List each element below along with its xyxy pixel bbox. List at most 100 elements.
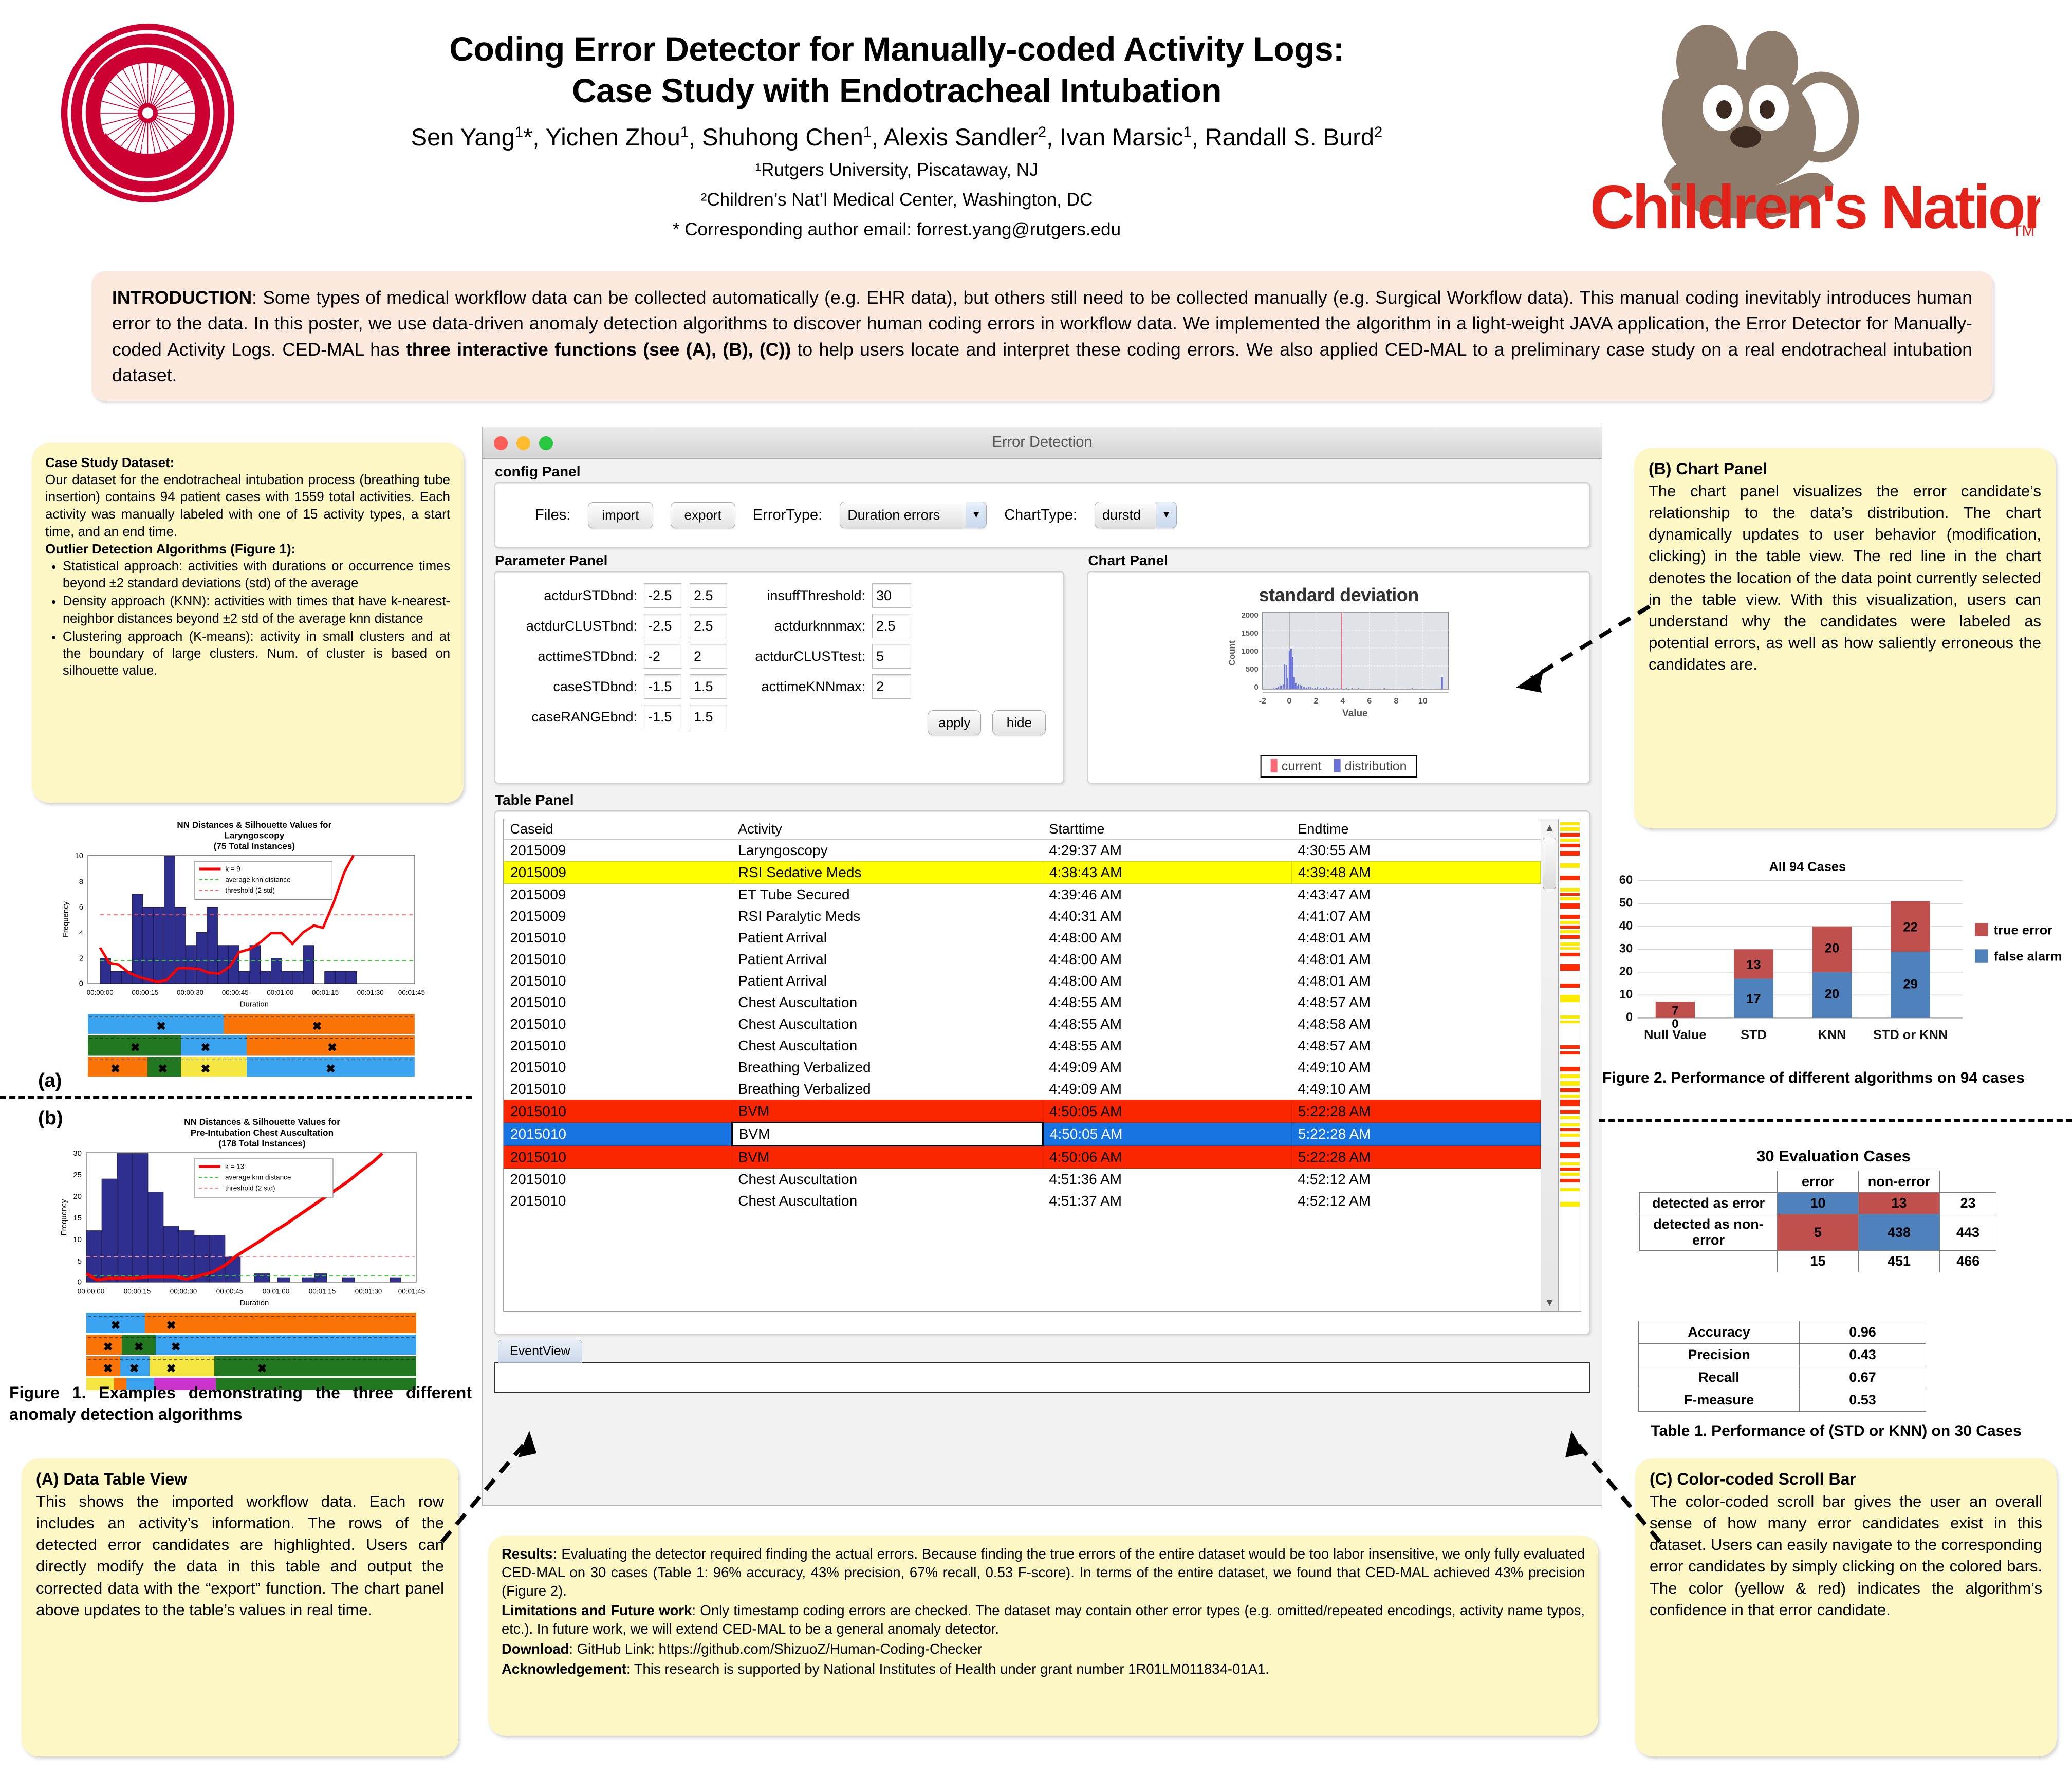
table-row[interactable]: 2015010 Patient Arrival 4:48:00 AM 4:48:01 … xyxy=(504,949,1541,970)
cell-endtime[interactable]: 4:39:48 AM xyxy=(1291,861,1541,884)
table-row[interactable]: 2015010 Breathing Verbalized 4:49:09 AM 4:4… xyxy=(504,1078,1541,1100)
cell-endtime[interactable]: 4:48:57 AM xyxy=(1298,1038,1371,1053)
table-row[interactable]: 2015010 Patient Arrival 4:48:00 AM 4:48:01 … xyxy=(504,927,1541,949)
cell-caseid[interactable]: 2015009 xyxy=(510,886,566,902)
cell-endtime[interactable]: 4:30:55 AM xyxy=(1298,842,1371,858)
table-row[interactable]: 2015010 Chest Auscultation 4:51:36 AM 4:52:… xyxy=(504,1169,1541,1191)
cell-starttime[interactable]: 4:49:09 AM xyxy=(1049,1081,1122,1097)
scrollbar-error-mark[interactable] xyxy=(1560,1095,1580,1098)
table-row[interactable]: 2015010 Chest Auscultation 4:48:55 AM 4:48:… xyxy=(504,1013,1541,1035)
table-row[interactable]: 2015010 Chest Auscultation 4:48:55 AM 4:48:… xyxy=(504,992,1541,1013)
actdurCLUSTbnd-min-input[interactable]: -2.5 xyxy=(644,614,681,638)
scrollbar-error-mark[interactable] xyxy=(1560,1088,1580,1092)
scrollbar-error-mark[interactable] xyxy=(1560,930,1580,933)
scrollbar-error-mark[interactable] xyxy=(1560,1128,1580,1131)
scrollbar-error-mark[interactable] xyxy=(1560,1134,1580,1137)
cell-starttime[interactable]: 4:50:05 AM xyxy=(1042,1122,1292,1146)
table-row[interactable]: 2015009 RSI Sedative Meds 4:38:43 AM 4:39:4… xyxy=(504,861,1541,884)
cell-endtime[interactable]: 4:48:57 AM xyxy=(1298,994,1371,1010)
cell-starttime[interactable]: 4:48:00 AM xyxy=(1049,951,1122,967)
cell-caseid[interactable]: 2015010 xyxy=(510,951,566,967)
scrollbar-error-mark[interactable] xyxy=(1560,863,1580,868)
actdurCLUSTbnd-max-input[interactable]: 2.5 xyxy=(690,614,727,638)
acttimeSTDbnd-max-input[interactable]: 2 xyxy=(690,644,727,669)
cell-starttime[interactable]: 4:40:31 AM xyxy=(1049,908,1122,924)
scrollbar-error-mark[interactable] xyxy=(1560,1142,1580,1147)
cell-caseid[interactable]: 2015010 xyxy=(510,973,566,989)
cell-starttime[interactable]: 4:50:05 AM xyxy=(1042,1100,1292,1123)
cell-starttime[interactable]: 4:48:00 AM xyxy=(1049,930,1122,946)
cell-starttime[interactable]: 4:50:06 AM xyxy=(1042,1145,1292,1169)
scrollbar-error-mark[interactable] xyxy=(1560,1162,1580,1166)
scrollbar-error-mark[interactable] xyxy=(1560,964,1580,971)
scrollbar-error-mark[interactable] xyxy=(1560,1123,1580,1126)
cell-activity[interactable]: RSI Paralytic Meds xyxy=(738,908,861,924)
cell-caseid[interactable]: 2015009 xyxy=(510,908,566,924)
cell-starttime[interactable]: 4:51:36 AM xyxy=(1049,1171,1122,1187)
cell-activity[interactable]: Chest Auscultation xyxy=(738,994,858,1010)
cell-endtime[interactable]: 4:52:12 AM xyxy=(1298,1193,1371,1209)
caseSTDbnd-max-input[interactable]: 1.5 xyxy=(690,674,727,699)
table-row[interactable]: 2015009 RSI Paralytic Meds 4:40:31 AM 4:41:… xyxy=(504,905,1541,927)
errortype-dropdown[interactable]: Duration errors ▼ xyxy=(840,502,987,528)
scrollbar-error-mark[interactable] xyxy=(1560,995,1580,1002)
scrollbar-error-mark[interactable] xyxy=(1560,1100,1580,1106)
scrollbar-error-mark[interactable] xyxy=(1560,839,1580,842)
cell-activity[interactable]: Laryngoscopy xyxy=(738,842,828,858)
maximize-window-icon[interactable] xyxy=(539,436,553,450)
scrollbar-error-mark[interactable] xyxy=(1560,1116,1580,1119)
scrollbar-error-mark[interactable] xyxy=(1560,1168,1580,1171)
scrollbar-error-mark[interactable] xyxy=(1560,1051,1580,1054)
eventview-tab[interactable]: EventView xyxy=(498,1340,582,1363)
actdurCLUSTtest-input[interactable]: 5 xyxy=(872,644,911,669)
scrollbar-error-mark[interactable] xyxy=(1560,926,1580,929)
scrollbar-error-mark[interactable] xyxy=(1560,915,1580,919)
cell-starttime[interactable]: 4:51:37 AM xyxy=(1049,1193,1122,1209)
scrollbar-error-mark[interactable] xyxy=(1560,897,1580,900)
apply-button[interactable]: apply xyxy=(928,710,982,735)
cell-caseid[interactable]: 2015010 xyxy=(510,1038,566,1053)
column-header-caseid[interactable]: Caseid xyxy=(504,819,732,840)
cell-endtime[interactable]: 5:22:28 AM xyxy=(1291,1122,1541,1146)
scrollbar-error-mark[interactable] xyxy=(1560,893,1580,896)
cell-endtime[interactable]: 4:48:01 AM xyxy=(1298,930,1371,946)
scrollbar-error-mark[interactable] xyxy=(1560,1015,1580,1019)
table-vertical-scrollbar[interactable]: ▲ ▼ xyxy=(1541,819,1559,1312)
cell-starttime[interactable]: 4:48:00 AM xyxy=(1049,973,1122,989)
cell-endtime[interactable]: 4:49:10 AM xyxy=(1298,1081,1371,1097)
cell-activity[interactable]: Patient Arrival xyxy=(738,973,827,989)
actdurSTDbnd-max-input[interactable]: 2.5 xyxy=(690,583,727,608)
cell-activity[interactable]: Chest Auscultation xyxy=(738,1171,858,1187)
cell-starttime[interactable]: 4:39:46 AM xyxy=(1049,886,1122,902)
scrollbar-error-mark[interactable] xyxy=(1560,833,1580,837)
scrollbar-error-mark[interactable] xyxy=(1560,844,1580,847)
cell-caseid[interactable]: 2015010 xyxy=(510,1081,566,1097)
cell-activity[interactable]: Breathing Verbalized xyxy=(738,1059,871,1075)
scrollbar-error-mark[interactable] xyxy=(1560,1074,1580,1078)
scrollbar-error-mark[interactable] xyxy=(1560,1173,1580,1176)
scrollbar-error-mark[interactable] xyxy=(1560,1153,1580,1158)
scrollbar-error-mark[interactable] xyxy=(1560,1110,1580,1114)
scrollbar-error-mark[interactable] xyxy=(1560,827,1580,831)
actdurknnmax-input[interactable]: 2.5 xyxy=(872,614,911,638)
scrollbar-error-mark[interactable] xyxy=(1560,851,1580,856)
scrollbar-error-mark[interactable] xyxy=(1560,1188,1580,1191)
scroll-down-icon[interactable]: ▼ xyxy=(1544,1297,1555,1308)
data-table-scroll-area[interactable]: Caseid Activity Starttime Endtime 201500… xyxy=(503,819,1541,1312)
cell-caseid[interactable]: 2015010 xyxy=(504,1145,732,1169)
insuffThreshold-input[interactable]: 30 xyxy=(872,583,911,608)
cell-starttime[interactable]: 4:48:55 AM xyxy=(1049,1038,1122,1053)
scrollbar-error-mark[interactable] xyxy=(1560,953,1580,956)
scrollbar-error-mark[interactable] xyxy=(1560,822,1580,825)
scrollbar-error-mark[interactable] xyxy=(1560,888,1580,892)
cell-endtime[interactable]: 4:43:47 AM xyxy=(1298,886,1371,902)
cell-endtime[interactable]: 4:52:12 AM xyxy=(1298,1171,1371,1187)
actdurSTDbnd-min-input[interactable]: -2.5 xyxy=(644,583,681,608)
cell-caseid[interactable]: 2015010 xyxy=(504,1122,732,1146)
cell-activity[interactable]: BVM xyxy=(731,1122,1044,1146)
cell-activity[interactable]: Chest Auscultation xyxy=(738,1038,858,1053)
scrollbar-error-mark[interactable] xyxy=(1560,1081,1580,1086)
scrollbar-error-mark[interactable] xyxy=(1560,947,1580,950)
cell-activity[interactable]: Patient Arrival xyxy=(738,930,827,946)
scrollbar-error-mark[interactable] xyxy=(1560,1067,1580,1071)
